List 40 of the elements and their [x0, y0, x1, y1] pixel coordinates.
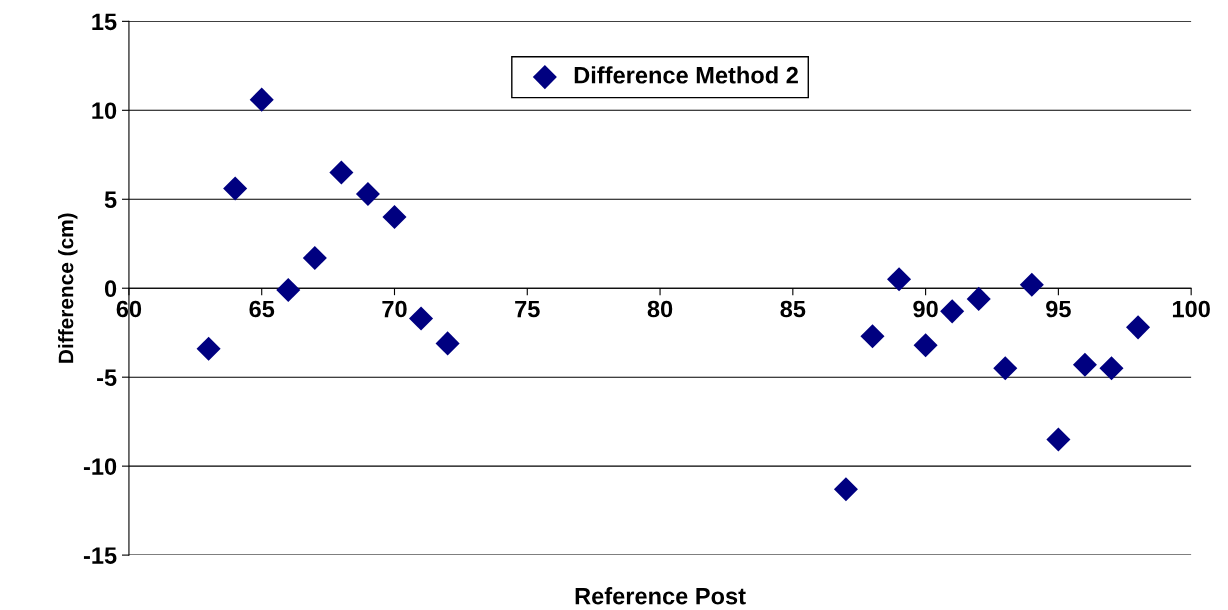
point: [887, 267, 912, 292]
point: [1072, 352, 1097, 377]
point: [302, 245, 327, 271]
point: [223, 176, 248, 201]
y-tick-label: 10: [92, 102, 117, 120]
y-tick-label: 15: [92, 13, 117, 31]
point: [409, 306, 434, 331]
point: [1099, 356, 1124, 381]
y-tick-label: 5: [104, 191, 117, 209]
point: [276, 277, 301, 303]
x-axis-title: Reference Post: [575, 587, 746, 605]
point: [993, 356, 1018, 381]
point: [833, 477, 858, 502]
x-tick-label: 95: [1046, 300, 1071, 318]
point: [940, 299, 965, 324]
point: [913, 333, 938, 358]
point: [966, 286, 991, 311]
point: [329, 160, 354, 185]
point: [249, 87, 274, 112]
x-tick-label: 85: [780, 300, 806, 318]
y-tick-label: 0: [104, 280, 117, 298]
point: [435, 331, 460, 356]
point: [1126, 315, 1151, 340]
y-tick-label: -15: [83, 547, 117, 564]
x-tick-label: 90: [913, 300, 938, 318]
x-tick-label: 70: [382, 300, 407, 318]
x-tick-label: 80: [647, 300, 673, 318]
point: [1046, 427, 1071, 452]
point: [382, 205, 407, 230]
x-tick-label: 65: [249, 300, 275, 318]
point: [196, 336, 221, 361]
x-tick-label: 100: [1172, 300, 1210, 318]
y-axis-title: Difference (cm): [58, 213, 78, 363]
point: [355, 181, 380, 206]
x-tick-label: 75: [515, 300, 540, 318]
legend-label: Difference Method 2: [574, 66, 798, 84]
y-tick-label: -5: [97, 369, 117, 386]
point: [860, 324, 885, 349]
point: [1019, 272, 1044, 297]
y-tick-label: -10: [83, 458, 117, 475]
